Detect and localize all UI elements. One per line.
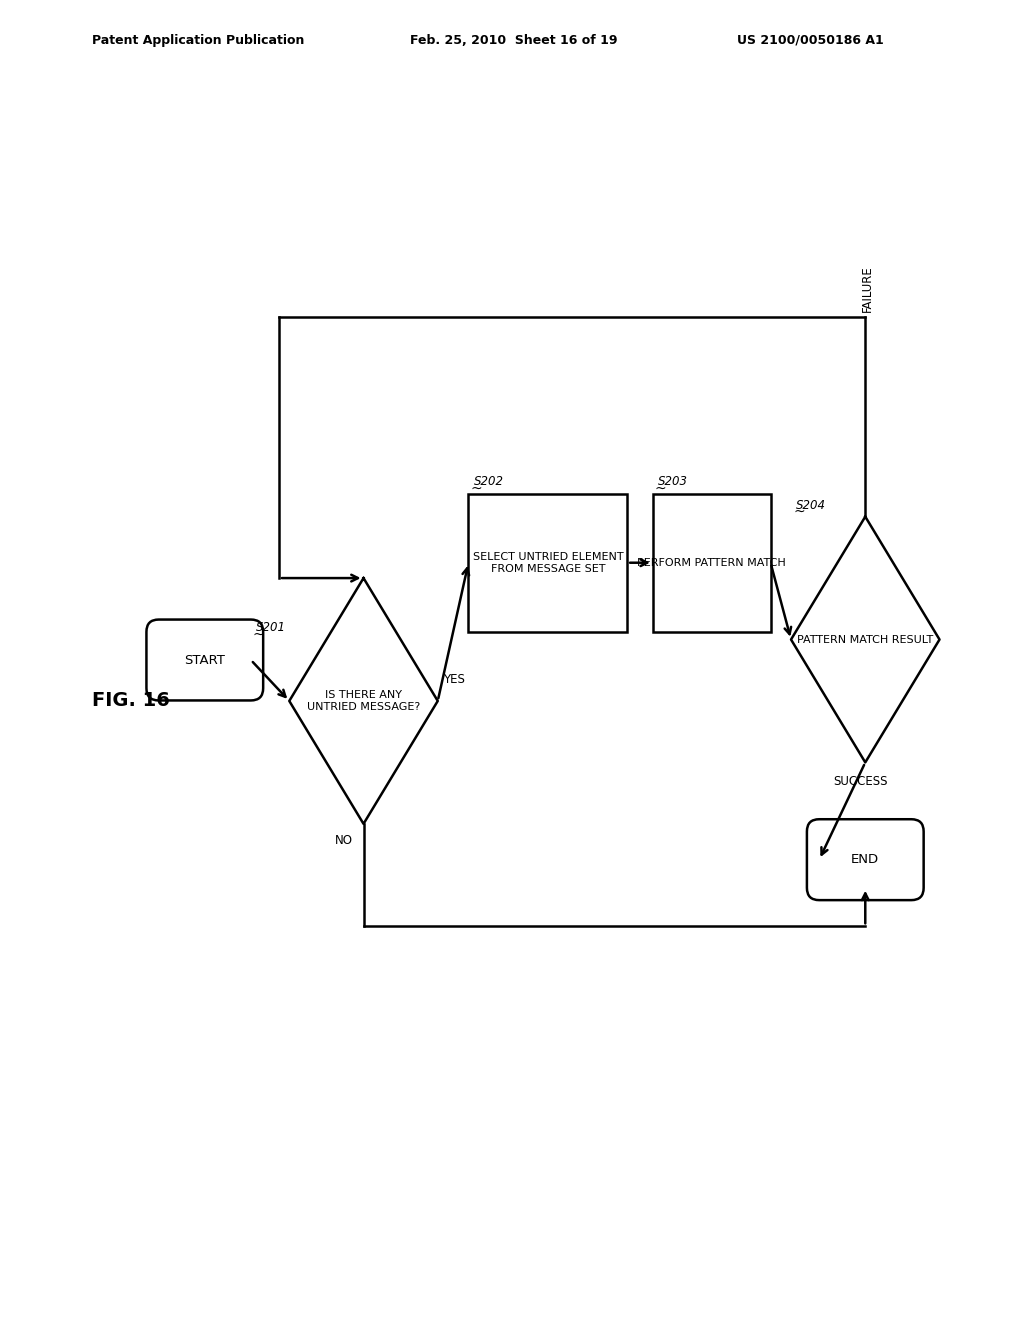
Text: S202: S202	[473, 475, 504, 488]
Text: ~: ~	[793, 504, 805, 519]
Text: SUCCESS: SUCCESS	[833, 775, 888, 788]
Text: S204: S204	[797, 499, 826, 512]
Text: SELECT UNTRIED ELEMENT
FROM MESSAGE SET: SELECT UNTRIED ELEMENT FROM MESSAGE SET	[472, 552, 624, 573]
Text: FIG. 16: FIG. 16	[92, 692, 170, 710]
Text: IS THERE ANY
UNTRIED MESSAGE?: IS THERE ANY UNTRIED MESSAGE?	[307, 690, 420, 711]
Text: ~: ~	[655, 482, 667, 495]
Text: ~: ~	[253, 627, 264, 642]
Text: Patent Application Publication: Patent Application Publication	[92, 33, 304, 46]
Text: PATTERN MATCH RESULT: PATTERN MATCH RESULT	[797, 635, 934, 644]
Text: S201: S201	[256, 622, 286, 635]
Text: NO: NO	[335, 834, 353, 847]
FancyBboxPatch shape	[146, 619, 263, 701]
Bar	[653, 494, 770, 632]
Bar	[469, 494, 627, 632]
Text: START: START	[184, 653, 225, 667]
Text: US 2100/0050186 A1: US 2100/0050186 A1	[737, 33, 884, 46]
Text: Feb. 25, 2010  Sheet 16 of 19: Feb. 25, 2010 Sheet 16 of 19	[410, 33, 617, 46]
Text: ~: ~	[471, 482, 482, 495]
Text: END: END	[851, 853, 880, 866]
Text: PERFORM PATTERN MATCH: PERFORM PATTERN MATCH	[637, 558, 786, 568]
Text: YES: YES	[442, 673, 465, 685]
Text: S203: S203	[657, 475, 688, 488]
Text: FAILURE: FAILURE	[860, 265, 873, 312]
FancyBboxPatch shape	[807, 820, 924, 900]
